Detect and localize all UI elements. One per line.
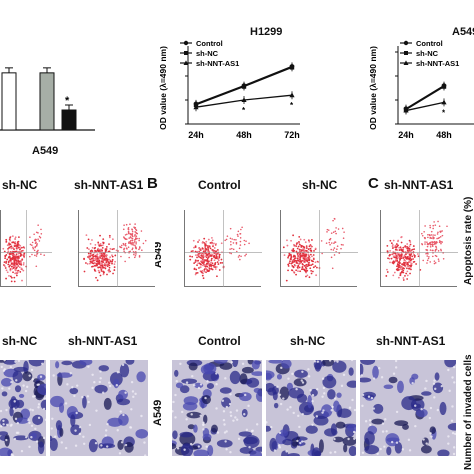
data-point [441,84,447,89]
transwell-texture [50,360,148,456]
series-line-1 [405,86,445,111]
row2-right-label-1: Control [198,178,241,192]
data-point [241,84,247,89]
transwell-texture [172,360,262,456]
bar-chart-xlabel: A549 [32,145,59,157]
row3-side-ylabel: Number of invaded cells [463,354,474,470]
flow-plot-sh-nnt-as1-left [78,210,156,287]
panel-b-title: H1299 [250,26,283,38]
legend-marker [403,60,409,65]
transwell-texture [266,360,356,456]
legend-label: Control [416,39,443,48]
row2-left-label-2: sh-NNT-AS1 [74,178,144,192]
line-chart-h1299: OD value (λ=490 nm)24h 48h 72h**Controlsh-… [158,39,300,140]
x-tick-label: 48h [236,130,252,140]
row3-right-label-2: sh-NC [290,334,326,348]
row3-left-label-1: sh-NC [2,334,38,348]
transwell-texture [0,360,46,456]
legend-marker [404,51,408,55]
row3-right-label-3: sh-NNT-AS1 [376,334,446,348]
line-chart-a549: OD value (λ=490 nm) 24h 48h * Controlsh-NCsh… [368,39,474,140]
significance-star: * [442,108,446,117]
row2-left-label-1: sh-NC [2,178,38,192]
x-tick-label: 72h [284,130,300,140]
row2-right-label-3: sh-NNT-AS1 [384,178,454,192]
data-point [441,99,447,105]
significance-star: * [290,101,294,110]
legend-label: sh-NNT-AS1 [416,59,459,68]
data-point [289,92,295,98]
x-tick-label: 48h [436,130,452,140]
transwell-image-sh-nc-left [0,360,46,456]
transwell-image-control [172,360,262,456]
flow-plot-sh-nc [280,210,358,287]
flow-plot-sh-nc-left [0,210,52,287]
transwell-image-sh-nc [266,360,356,456]
flow-scatter-points [281,210,358,287]
data-point [403,107,409,113]
panel-c-title: A549 [452,26,474,38]
transwell-image-sh-nnt-as1 [360,360,456,456]
legend-marker [184,51,188,55]
bar-sh-nc [39,72,55,131]
transwell-texture [360,360,456,456]
legend-label: Control [196,39,223,48]
bar-sh-nnt-as1 [61,109,77,131]
panel-letter-c: C [368,175,379,192]
bar-control [1,72,17,131]
data-point [193,104,199,110]
row3-left-label-2: sh-NNT-AS1 [68,334,138,348]
row3-cell-line-label: A549 [152,399,164,426]
y-axis-label: OD value (λ=490 nm) [158,46,168,130]
y-axis-label: OD value (λ=490 nm) [368,46,378,130]
x-tick-label: 24h [398,130,414,140]
series-line-0 [405,85,445,110]
bar-chart-a549: * [0,67,95,131]
data-point [289,65,295,70]
row3-right-label-1: Control [198,334,241,348]
flow-scatter-points [1,210,52,287]
legend-marker [183,60,189,65]
flow-plot-sh-nnt-as1 [380,210,458,287]
legend-marker [183,40,189,46]
flow-plot-control [184,210,262,287]
x-tick-label: 24h [188,130,204,140]
legend-label: sh-NNT-AS1 [196,59,239,68]
panel-letter-b: B [147,175,158,192]
series-line-2 [405,101,445,112]
row2-side-ylabel: Apoptosis rate (%) [463,196,474,285]
data-point [241,97,247,102]
legend-label: sh-NC [416,49,439,58]
transwell-image-sh-nnt-as1-left [50,360,148,456]
flow-scatter-points [185,210,262,287]
flow-scatter-points [79,210,156,287]
row2-right-label-2: sh-NC [302,178,338,192]
significance-star: * [242,106,246,115]
significance-star: * [65,95,70,107]
flow-scatter-points [381,210,458,287]
legend-label: sh-NC [196,49,219,58]
legend-marker [403,40,409,46]
